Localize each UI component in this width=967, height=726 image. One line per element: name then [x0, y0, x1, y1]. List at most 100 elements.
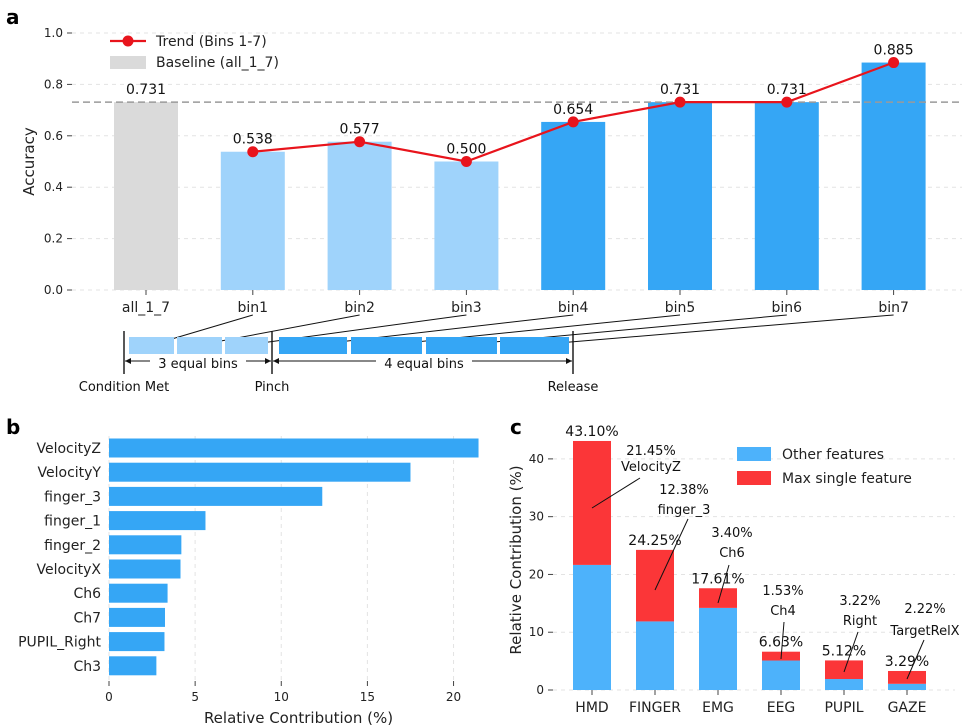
panel-a-ylabel: Accuracy — [20, 127, 38, 196]
panel-b-label: b — [6, 415, 20, 439]
panel-a-bar — [114, 102, 178, 291]
panel-a-trend-marker — [460, 156, 472, 167]
panel-a-xtick-label: bin2 — [344, 300, 375, 316]
panel-a-trend-marker — [247, 146, 259, 158]
panel-b-bar — [109, 535, 182, 555]
panel-c-ytick-label: 10 — [529, 625, 544, 639]
panel-c-annotation-pct: 12.38% — [659, 483, 709, 498]
timeline-bin — [351, 337, 422, 354]
panel-a-bar — [861, 62, 926, 291]
panel-c-annotation-leader — [591, 477, 641, 509]
panel-a-xtick-label: bin1 — [238, 300, 269, 316]
panel-a-timeline: 3 equal bins 4 equal bins Condition Met Pin… — [79, 314, 894, 395]
panel-a-trend-marker — [567, 116, 579, 128]
panel-c-bar-max — [699, 588, 737, 608]
panel-c-annotation-pct: 3.22% — [839, 594, 880, 609]
panel-a-value-label: 0.538 — [233, 132, 273, 148]
panel-b-ytick-label: VelocityZ — [36, 441, 101, 457]
panel-c-ytick-label: 20 — [529, 567, 544, 581]
timeline-bin — [129, 337, 174, 354]
panel-c-annotation-feature: Right — [843, 614, 877, 629]
panel-a-xtick-label: all_1_7 — [122, 300, 170, 316]
panel-c-ytick-label: 0 — [536, 683, 544, 697]
timeline-span-label-bg — [150, 354, 246, 370]
timeline-bin — [225, 337, 268, 354]
timeline-arrowhead — [125, 358, 131, 364]
panel-a-value-label: 0.731 — [660, 82, 700, 98]
timeline-connector-line — [534, 314, 894, 346]
panel-c-bar-max — [888, 670, 926, 684]
panel-c-annotation-leader — [717, 564, 730, 604]
panel-b-bar — [109, 462, 411, 482]
panel-b-bar — [109, 559, 181, 579]
panel-b-ytick-label: VelocityX — [36, 562, 101, 578]
panel-a-bar — [754, 102, 819, 291]
panel-b-bar — [109, 511, 206, 531]
panel-c-xtick-label: FINGER — [629, 700, 681, 716]
panel-c-xtick-label: HMD — [575, 700, 608, 716]
panel-a-trend-marker — [354, 136, 366, 148]
timeline-arrowhead — [265, 358, 271, 364]
panel-c-ylabel: Relative Contribution (%) — [507, 465, 525, 654]
panel-b-ytick-label: finger_2 — [44, 538, 101, 554]
panel-a-value-label: 0.577 — [340, 122, 380, 138]
panel-b-bar — [109, 632, 165, 652]
panel-b-ytick-label: Ch7 — [73, 610, 101, 626]
timeline-span-label: 4 equal bins — [384, 357, 464, 372]
panel-b-bar-chart: 0 5 10 15 20 Relative Contribution (%) Velocit… — [18, 436, 479, 726]
panel-b-xtick-label: 20 — [446, 690, 461, 704]
panel-b-ytick-label: Ch3 — [73, 659, 101, 675]
panel-b-xtick-label: 5 — [191, 690, 199, 704]
panel-a-value-label: 0.731 — [767, 82, 807, 98]
panel-b-bar — [109, 607, 165, 627]
panel-a-ytick-label: 0.0 — [44, 283, 63, 297]
panel-c-bar-other — [699, 607, 737, 690]
panel-b-bar — [109, 583, 168, 603]
panel-c-total-label: 43.10% — [565, 424, 618, 440]
legend-other-swatch — [737, 447, 771, 461]
panel-c-annotation-leader — [843, 631, 859, 673]
timeline-point-label: Release — [548, 380, 599, 395]
panel-b-xtick-label: 15 — [360, 690, 375, 704]
panel-c-total-label: 24.25% — [628, 533, 681, 549]
panel-c-total-label: 3.29% — [885, 654, 929, 670]
timeline-bin — [279, 337, 347, 354]
panel-c-bar-max — [825, 660, 863, 680]
panel-b-ytick-label: PUPIL_Right — [18, 635, 101, 651]
panel-c-xtick-label: EEG — [767, 700, 796, 716]
timeline-bin — [426, 337, 497, 354]
legend-baseline-label: Baseline (all_1_7) — [156, 55, 279, 71]
legend-trend-label: Trend (Bins 1-7) — [155, 34, 267, 50]
timeline-bin — [177, 337, 222, 354]
panel-c-bar-other — [762, 660, 800, 690]
panel-c-xtick-label: EMG — [702, 700, 734, 716]
panel-c-annotation-feature: finger_3 — [658, 503, 711, 518]
panel-c-bar-other — [636, 621, 674, 690]
panel-a-ytick-label: 0.2 — [44, 232, 63, 246]
panel-c-label: c — [510, 415, 522, 439]
panel-c-annotation-feature: Ch4 — [770, 604, 796, 619]
panel-c-annotation-pct: 3.40% — [711, 526, 752, 541]
panel-a-xtick-label: bin7 — [878, 300, 909, 316]
panel-a-value-label: 0.885 — [874, 43, 914, 59]
panel-c-ytick-label: 40 — [529, 452, 544, 466]
panel-a-xtick-label: bin4 — [558, 300, 589, 316]
panel-c-total-label: 5.12% — [822, 643, 866, 659]
timeline-arrowhead — [273, 358, 279, 364]
panel-c-annotation-pct: 1.53% — [762, 584, 803, 599]
panel-b-xtick-label: 0 — [105, 690, 113, 704]
panel-a-ytick-label: 0.4 — [44, 180, 63, 194]
panel-a-bar — [220, 151, 285, 290]
panel-c-annotation-leader — [654, 518, 689, 591]
panel-a-xtick-label: bin6 — [772, 300, 803, 316]
legend-max-swatch — [737, 471, 771, 485]
timeline-span-label-bg — [376, 354, 472, 370]
legend-other-label: Other features — [782, 447, 884, 463]
panel-a-bar — [648, 102, 712, 291]
panel-b-xlabel: Relative Contribution (%) — [204, 709, 393, 726]
panel-a-bar — [434, 161, 499, 290]
panel-c-annotation-leader — [906, 639, 925, 680]
panel-c-ytick-label: 30 — [529, 510, 544, 524]
timeline-point-label: Condition Met — [79, 380, 169, 395]
